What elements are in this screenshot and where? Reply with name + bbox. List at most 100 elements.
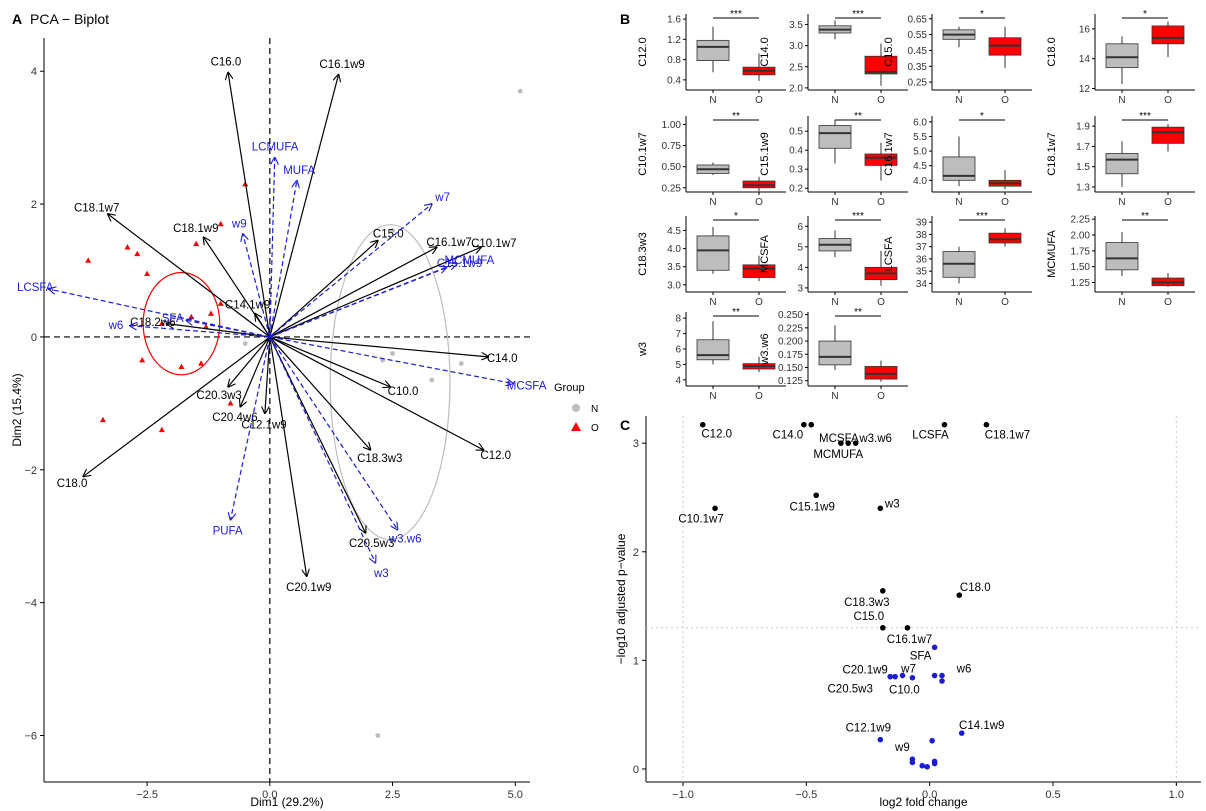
- pca-x-tick-label: 0.0: [262, 789, 277, 801]
- loading-arrow-c16-1w7: [269, 247, 437, 338]
- loading-arrow-c12-1w9: [265, 336, 271, 413]
- volcano-label-c18-3w3: C18.3w3: [844, 597, 889, 609]
- boxplot-y-tick-label: 0.4: [667, 75, 681, 86]
- loading-label-c10-0: C10.0: [388, 386, 419, 398]
- volcano-plot-panel: −1.0 −0.5 0.0 0.5 1.0 0 1 2 3 log2 fold change −lo…: [614, 416, 1201, 809]
- boxplot-x-tick-label: N: [955, 95, 962, 106]
- boxplot-c10-1w7: 0.25 0.50 0.75 1.00 C10.1w7 N O **: [637, 111, 786, 208]
- boxplot-y-tick-label: 0.4: [789, 146, 803, 157]
- loading-arrow-lcsfa: [49, 289, 270, 338]
- loading-label-w6: w6: [108, 320, 124, 332]
- sample-point-o: [198, 360, 205, 366]
- boxplot-y-tick-label: 5.0: [913, 147, 927, 158]
- loading-label-c16-1w9: C16.1w9: [319, 59, 364, 71]
- loading-arrow-c16-0: [228, 73, 271, 338]
- sample-point-n: [458, 361, 464, 366]
- boxplot-w3-w6: 0.125 0.150 0.175 0.200 0.225 0.250 w3.w6 N O **: [759, 307, 908, 402]
- boxplot-y-tick-label: 1.2: [667, 35, 681, 46]
- volcano-label-sfa: SFA: [910, 650, 932, 662]
- boxplot-w3: 4 5 6 7 8 w3 N O **: [637, 307, 786, 402]
- volcano-point: [939, 678, 945, 684]
- pca-x-tick-label: −2.5: [136, 789, 158, 801]
- pca-y-tick-label: −6: [24, 731, 37, 743]
- boxplot-y-tick-label: 4.5: [667, 226, 681, 237]
- volcano-point-mcmufa: [845, 440, 852, 446]
- volcano-label-c18-1w7: C18.1w7: [985, 430, 1030, 442]
- volcano-label-lcsfa: LCSFA: [912, 430, 949, 442]
- boxplot-mcsfa: 3 4 5 6 MCSFA N O ***: [759, 211, 908, 308]
- volcano-point-lcsfa: [941, 421, 948, 428]
- boxplot-x-tick-label: N: [709, 391, 716, 402]
- box-n: [942, 156, 976, 181]
- boxplot-y-tick-label: 0.75: [662, 141, 682, 152]
- boxplot-x-tick-label: O: [877, 95, 885, 106]
- panel-label-b: B: [620, 11, 630, 27]
- box-n: [818, 125, 852, 149]
- group-legend: Group NO: [554, 382, 599, 434]
- boxplot-x-tick-label: N: [1118, 95, 1125, 106]
- boxplot-x-tick-label: N: [955, 297, 962, 308]
- loading-label-c18-0: C18.0: [57, 478, 88, 490]
- volcano-x-tick-label: −0.5: [795, 789, 817, 801]
- loading-arrow-c20-3w3: [228, 336, 271, 387]
- pca-y-tick-label: 2: [31, 199, 37, 211]
- loading-label-c12-1w9: C12.1w9: [241, 419, 286, 431]
- significance-stars: *: [980, 111, 984, 122]
- sample-point-o: [207, 310, 214, 316]
- volcano-point-w3: [877, 505, 884, 512]
- boxplot-y-tick-label: 5.5: [913, 132, 927, 143]
- boxplot-y-tick-label: 6.0: [913, 117, 927, 128]
- legend-key-n: [572, 404, 580, 412]
- legend-title: Group: [554, 382, 585, 394]
- volcano-y-tick-label: 3: [633, 438, 639, 450]
- loading-arrow-c14-0: [269, 336, 488, 357]
- box-o: [864, 366, 898, 380]
- boxplot-x-tick-label: N: [955, 197, 962, 208]
- sample-point-o: [85, 257, 92, 263]
- boxplot-mcmufa: 1.25 1.50 1.75 2.00 2.25 MCMUFA N O **: [1046, 211, 1195, 308]
- volcano-y-axis-title: −log10 adjusted p−value: [614, 533, 628, 664]
- loading-label-pufa: PUFA: [213, 525, 243, 537]
- boxplot-y-tick-label: 1.50: [1071, 262, 1091, 273]
- boxplot-y-axis-title: C18.3w3: [637, 232, 649, 275]
- volcano-point-mcsfa: [838, 440, 844, 446]
- sample-point-n: [517, 88, 523, 94]
- boxplot-x-tick-label: O: [1164, 297, 1172, 308]
- volcano-label-c14-0: C14.0: [773, 430, 804, 442]
- significance-stars: ***: [852, 211, 864, 222]
- boxplot-x-tick-label: N: [709, 197, 716, 208]
- boxplot-x-tick-label: O: [755, 197, 763, 208]
- sample-point-o: [217, 220, 224, 227]
- significance-stars: **: [732, 111, 740, 122]
- boxplot-x-tick-label: N: [831, 391, 838, 402]
- significance-stars: ***: [1139, 111, 1151, 122]
- loading-arrow-mufa: [269, 181, 297, 338]
- boxplot-y-tick-label: 8: [675, 314, 681, 325]
- sample-point-n: [242, 341, 248, 346]
- boxplot-x-tick-label: N: [1118, 197, 1125, 208]
- volcano-point: [929, 737, 935, 744]
- volcano-point-c18-0: [956, 592, 963, 598]
- boxplot-y-axis-title: LCSFA: [883, 236, 895, 272]
- significance-stars: **: [1141, 211, 1149, 222]
- boxplot-y-tick-label: 1.6: [667, 15, 681, 26]
- boxplot-x-tick-label: O: [1001, 297, 1009, 308]
- pca-y-axis-title: Dim2 (15.4%): [10, 373, 24, 446]
- volcano-label-c16-1w7: C16.1w7: [887, 634, 932, 646]
- box-n: [696, 339, 730, 361]
- sample-point-o: [227, 400, 234, 406]
- loading-label-c20-3w3: C20.3w3: [196, 390, 241, 402]
- volcano-point-c14-1w9: [958, 730, 965, 736]
- box-o: [1151, 126, 1185, 144]
- box-n: [1105, 153, 1139, 175]
- significance-stars: *: [1143, 9, 1147, 20]
- boxplot-y-tick-label: 0.25: [662, 183, 682, 194]
- boxplot-y-tick-label: 0.3: [789, 165, 803, 176]
- volcano-point-c10-1w7: [712, 505, 718, 512]
- volcano-point-sfa: [931, 644, 938, 651]
- boxplot-y-tick-label: 4: [675, 375, 681, 386]
- boxplot-y-tick-label: 2.25: [1071, 215, 1091, 226]
- boxplot-y-tick-label: 0.125: [778, 376, 803, 387]
- loading-label-w7: w7: [434, 192, 450, 204]
- boxplot-y-tick-label: 14: [1079, 54, 1091, 65]
